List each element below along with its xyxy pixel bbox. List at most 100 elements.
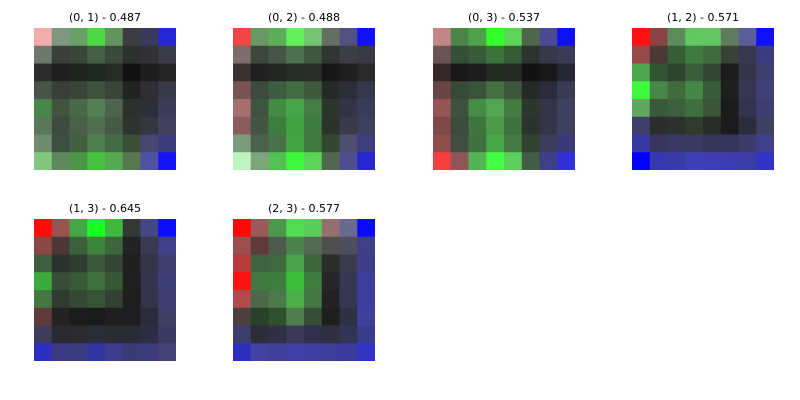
heatmap-cell [450, 63, 469, 82]
heatmap-cell [304, 254, 323, 273]
heatmap-cell [122, 343, 141, 361]
heatmap-cell [667, 152, 686, 170]
heatmap-cell [468, 116, 487, 135]
heatmap-cell [34, 45, 53, 64]
heatmap-cell [69, 272, 88, 291]
heatmap-cell [504, 63, 523, 82]
heatmap-cell [486, 81, 505, 100]
heatmap-cell [539, 45, 558, 64]
heatmap-cell [122, 28, 141, 47]
heatmap-cell [557, 63, 575, 82]
heatmap-cell [433, 152, 452, 170]
heatmap-cell [321, 236, 340, 255]
heatmap-cell [304, 134, 323, 153]
heatmap-cell [685, 134, 704, 153]
heatmap-cell [433, 99, 452, 118]
heatmap-cell [703, 45, 722, 64]
heatmap-cell [321, 343, 340, 361]
heatmap-cell [233, 254, 252, 273]
heatmap-cell [703, 28, 722, 47]
heatmap-cell [233, 325, 252, 344]
heatmap-grid [433, 28, 575, 170]
heatmap-cell [685, 28, 704, 47]
heatmap-cell [122, 81, 141, 100]
heatmap-cell [158, 45, 176, 64]
heatmap-cell [433, 116, 452, 135]
heatmap-cell [304, 116, 323, 135]
heatmap-cell [51, 290, 70, 309]
heatmap-cell [233, 290, 252, 309]
panel-title: (2, 3) - 0.577 [267, 202, 341, 215]
heatmap-cell [105, 63, 124, 82]
heatmap-cell [304, 325, 323, 344]
heatmap-cell [304, 152, 323, 170]
heatmap-cell [140, 116, 159, 135]
heatmap-cell [250, 116, 269, 135]
heatmap-cell [286, 343, 305, 361]
heatmap-cell [51, 343, 70, 361]
heatmap-cell [34, 219, 53, 238]
heatmap-cell [504, 28, 523, 47]
heatmap-cell [450, 28, 469, 47]
heatmap-cell [339, 99, 358, 118]
heatmap-cell [250, 272, 269, 291]
heatmap-cell [450, 152, 469, 170]
heatmap-cell [34, 325, 53, 344]
heatmap-cell [140, 307, 159, 326]
heatmap-cell [140, 134, 159, 153]
heatmap-cell [233, 343, 252, 361]
heatmap-cell [34, 63, 53, 82]
heatmap-cell [720, 63, 739, 82]
heatmap-cell [339, 45, 358, 64]
heatmap-cell [557, 45, 575, 64]
heatmap-cell [539, 152, 558, 170]
heatmap-cell [87, 134, 106, 153]
heatmap-cell [521, 28, 540, 47]
heatmap-cell [468, 45, 487, 64]
heatmap-grid [34, 219, 176, 361]
heatmap-cell [321, 45, 340, 64]
heatmap-cell [140, 99, 159, 118]
heatmap-cell [250, 236, 269, 255]
heatmap-cell [339, 236, 358, 255]
heatmap-cell [105, 272, 124, 291]
heatmap-cell [286, 325, 305, 344]
heatmap-cell [557, 81, 575, 100]
heatmap-cell [250, 325, 269, 344]
heatmap-cell [521, 63, 540, 82]
heatmap-cell [286, 63, 305, 82]
heatmap-cell [357, 116, 375, 135]
heatmap-cell [268, 28, 287, 47]
heatmap-cell [286, 152, 305, 170]
heatmap-cell [69, 254, 88, 273]
heatmap-cell [122, 99, 141, 118]
heatmap-cell [87, 325, 106, 344]
heatmap-cell [486, 45, 505, 64]
heatmap-cell [321, 254, 340, 273]
heatmap-cell [357, 152, 375, 170]
heatmap-cell [268, 343, 287, 361]
heatmap-cell [122, 219, 141, 238]
heatmap-cell [105, 290, 124, 309]
heatmap-cell [51, 325, 70, 344]
heatmap-cell [486, 63, 505, 82]
heatmap-cell [34, 254, 53, 273]
heatmap-cell [140, 152, 159, 170]
heatmap-cell [521, 152, 540, 170]
heatmap-cell [286, 45, 305, 64]
heatmap-cell [756, 99, 774, 118]
heatmap-cell [34, 81, 53, 100]
heatmap-cell [286, 28, 305, 47]
heatmap-cell [268, 272, 287, 291]
heatmap-cell [51, 254, 70, 273]
heatmap-cell [69, 236, 88, 255]
heatmap-cell [720, 116, 739, 135]
heatmap-cell [87, 28, 106, 47]
heatmap-cell [504, 134, 523, 153]
heatmap-cell [632, 116, 651, 135]
heatmap-cell [122, 254, 141, 273]
heatmap-cell [233, 81, 252, 100]
heatmap-cell [105, 99, 124, 118]
heatmap-cell [105, 134, 124, 153]
